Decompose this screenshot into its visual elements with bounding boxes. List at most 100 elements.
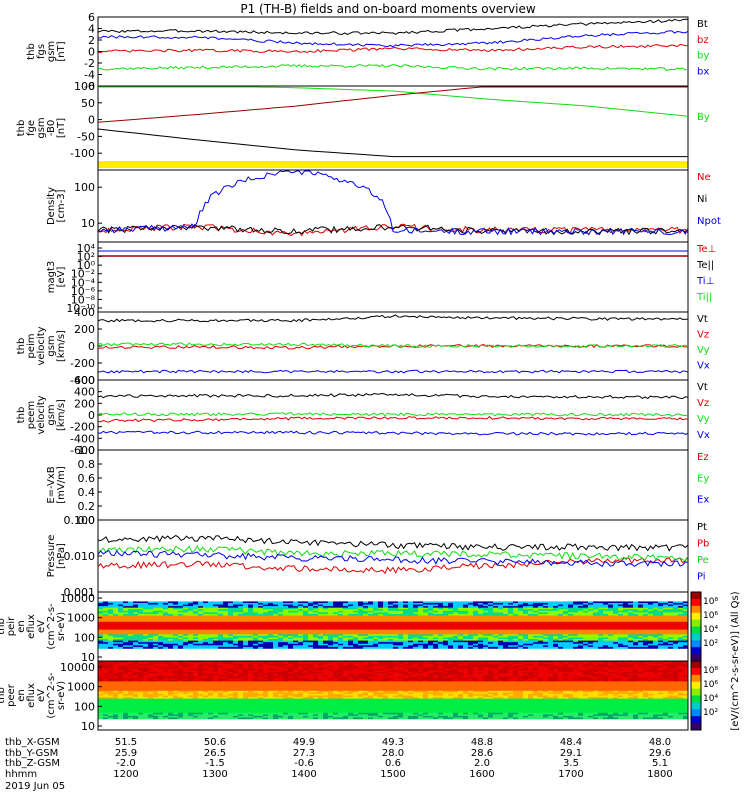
spectrogram-cell bbox=[143, 609, 149, 612]
spectrogram-cell bbox=[203, 609, 209, 612]
spectrogram-cell bbox=[318, 607, 324, 610]
spectrogram-cell bbox=[258, 613, 264, 616]
spectrogram-cell bbox=[198, 612, 204, 615]
spectrogram-cell bbox=[583, 620, 589, 623]
spectrogram-cell bbox=[593, 637, 599, 640]
spectrogram-cell bbox=[363, 610, 369, 613]
spectrogram-cell bbox=[373, 618, 379, 621]
spectrogram-cell bbox=[583, 631, 589, 634]
spectrogram-cell bbox=[593, 612, 599, 615]
spectrogram-cell bbox=[243, 635, 249, 638]
spectrogram-cell bbox=[613, 621, 619, 624]
spectrogram-cell bbox=[498, 621, 504, 624]
spectrogram-cell bbox=[258, 606, 264, 608]
spectrogram-cell bbox=[313, 637, 319, 640]
spectrogram-cell bbox=[158, 623, 164, 626]
spectrogram-cell bbox=[318, 615, 324, 618]
spectrogram-cell bbox=[163, 639, 169, 641]
spectrogram-cell bbox=[643, 613, 649, 616]
spectrogram-cell bbox=[448, 617, 454, 619]
spectrogram-cell bbox=[683, 612, 689, 615]
spectrogram-cell bbox=[513, 623, 519, 626]
spectrogram-cell bbox=[293, 623, 299, 626]
spectrogram-cell bbox=[378, 635, 384, 638]
spectrogram-cell bbox=[208, 623, 214, 626]
spectrogram-cell bbox=[588, 612, 594, 615]
spectrogram-cell bbox=[183, 601, 189, 604]
spectrogram-cell bbox=[118, 602, 124, 605]
spectrogram-cell bbox=[438, 609, 444, 612]
spectrogram-cell bbox=[383, 623, 389, 626]
spectrogram-cell bbox=[423, 624, 429, 627]
spectrogram-cell bbox=[113, 609, 119, 612]
spectrogram-cell bbox=[528, 631, 534, 634]
spectrogram-cell bbox=[298, 639, 304, 641]
spectrogram-cell bbox=[198, 646, 204, 649]
spectrogram-cell bbox=[178, 624, 184, 627]
spectrogram-cell bbox=[193, 646, 199, 649]
spectrogram-cell bbox=[523, 618, 529, 621]
spectrogram-cell bbox=[338, 609, 344, 612]
spectrogram-cell bbox=[613, 628, 619, 630]
spectrogram-cell bbox=[423, 646, 429, 649]
spectrogram-cell bbox=[533, 635, 539, 638]
spectrogram-cell bbox=[413, 610, 419, 613]
spectrogram-cell bbox=[643, 628, 649, 630]
spectrogram-cell bbox=[573, 646, 579, 649]
spectrogram-cell bbox=[463, 601, 469, 604]
spectrogram-cell bbox=[238, 631, 244, 634]
spectrogram-cell bbox=[558, 634, 564, 637]
spectrogram-cell bbox=[313, 604, 319, 607]
spectrogram-cell bbox=[403, 639, 409, 641]
spectrogram-cell bbox=[193, 635, 199, 638]
spectrogram-cell bbox=[428, 612, 434, 615]
spectrogram-cell bbox=[613, 639, 619, 641]
spectrogram-cell bbox=[408, 604, 414, 607]
spectrogram-cell bbox=[508, 620, 514, 623]
spectrogram-cell bbox=[533, 602, 539, 605]
spectrogram-cell bbox=[273, 629, 279, 632]
spectrogram-cell bbox=[298, 626, 304, 629]
spectrogram-cell bbox=[578, 609, 584, 612]
spectrogram-cell bbox=[633, 634, 639, 637]
spectrogram-cell bbox=[403, 621, 409, 624]
spectrogram-cell bbox=[648, 640, 654, 643]
spectrogram-cell bbox=[643, 623, 649, 626]
spectrogram-cell bbox=[523, 645, 529, 648]
spectrogram-cell bbox=[668, 639, 674, 641]
spectrogram-cell bbox=[118, 618, 124, 621]
spectrogram-cell bbox=[283, 642, 289, 645]
spectrogram-cell bbox=[438, 643, 444, 646]
spectrogram-cell bbox=[598, 643, 604, 646]
spectrogram-cell bbox=[183, 617, 189, 619]
spectrogram-cell bbox=[223, 645, 229, 648]
spectrogram-cell bbox=[578, 628, 584, 630]
spectrogram-cell bbox=[638, 643, 644, 646]
spectrogram-cell bbox=[408, 646, 414, 649]
spectrogram-cell bbox=[353, 635, 359, 638]
spectrogram-cell bbox=[183, 623, 189, 626]
spectrogram-cell bbox=[683, 631, 689, 634]
spectrogram-cell bbox=[593, 615, 599, 618]
spectrogram-cell bbox=[243, 604, 249, 607]
spectrogram-cell bbox=[258, 618, 264, 621]
spectrogram-cell bbox=[223, 632, 229, 635]
spectrogram-cell bbox=[113, 615, 119, 618]
spectrogram-cell bbox=[208, 642, 214, 645]
spectrogram-cell bbox=[278, 607, 284, 610]
spectrogram-cell bbox=[153, 621, 159, 624]
spectrogram-cell bbox=[108, 639, 114, 641]
spectrogram-cell bbox=[288, 646, 294, 649]
spectrogram-cell bbox=[508, 634, 514, 637]
spectrogram-cell bbox=[488, 606, 494, 608]
spectrogram-cell bbox=[368, 610, 374, 613]
spectrogram-cell bbox=[368, 629, 374, 632]
y-axis-label: fgs bbox=[36, 44, 47, 59]
spectrogram-cell bbox=[488, 620, 494, 623]
spectrogram-cell bbox=[123, 639, 129, 641]
spectrogram-cell bbox=[103, 645, 109, 648]
spectrogram-cell bbox=[363, 618, 369, 621]
spectrogram-cell bbox=[488, 629, 494, 632]
spectrogram-cell bbox=[573, 643, 579, 646]
spectrogram-cell bbox=[418, 617, 424, 619]
